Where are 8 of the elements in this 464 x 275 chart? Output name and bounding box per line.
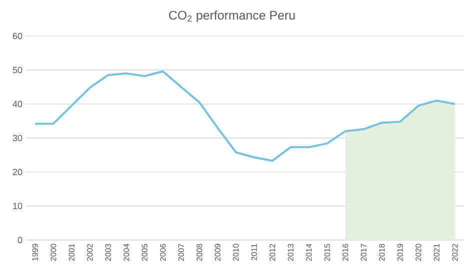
y-tick-label: 50 [12, 66, 22, 74]
y-tick-label: 40 [12, 100, 22, 108]
y-tick-label: 10 [13, 202, 22, 210]
y-tick-label: 60 [12, 32, 22, 40]
y-tick-label: 30 [12, 134, 22, 142]
y-tick-label: 20 [12, 168, 22, 176]
y-tick-label: 0 [18, 236, 22, 244]
chart-title: CO$_{2}$ performance Peru [169, 10, 295, 22]
